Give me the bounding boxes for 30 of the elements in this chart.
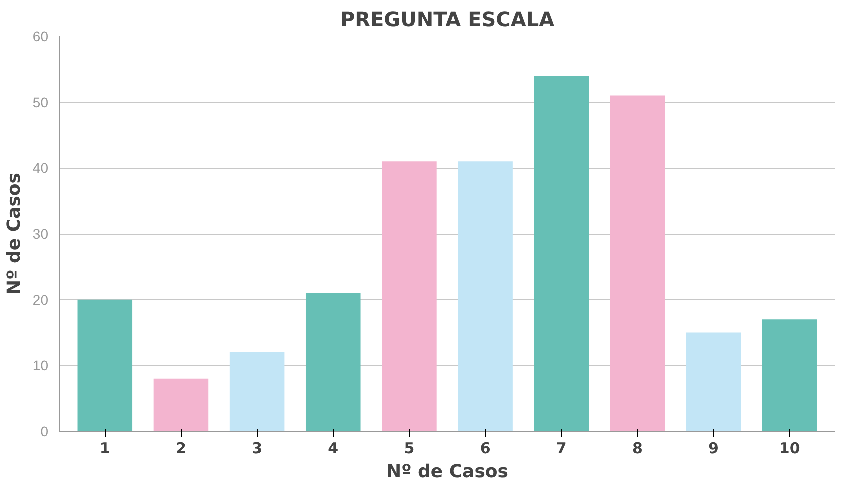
bar xyxy=(458,162,513,432)
bar xyxy=(306,293,361,432)
x-tick-label: 4 xyxy=(328,440,339,458)
y-tick-label: 30 xyxy=(32,226,49,242)
y-tick-label: 10 xyxy=(32,358,49,374)
y-tick-label: 50 xyxy=(32,94,49,110)
y-tick-label: 40 xyxy=(32,160,49,176)
x-tick-label: 5 xyxy=(404,440,415,458)
bar xyxy=(78,300,133,432)
bar xyxy=(762,320,818,432)
x-axis-title: Nº de Casos xyxy=(386,462,509,482)
x-tick-label: 2 xyxy=(176,440,186,458)
x-tick-label: 3 xyxy=(252,440,263,458)
bar xyxy=(610,96,666,432)
x-tick-label: 9 xyxy=(708,440,719,458)
bar xyxy=(154,378,209,432)
bar xyxy=(230,352,285,432)
x-tick-label: 7 xyxy=(556,440,567,458)
bar xyxy=(534,76,590,432)
x-tick-label: 6 xyxy=(480,440,491,458)
x-tick-label: 8 xyxy=(632,440,643,458)
y-axis-title: Nº de Casos xyxy=(4,172,25,295)
y-tick-label: 20 xyxy=(32,292,49,308)
y-tick-label: 0 xyxy=(40,424,49,440)
chart-title: PREGUNTA ESCALA xyxy=(340,8,556,32)
y-tick-label: 60 xyxy=(32,28,49,44)
bar xyxy=(382,162,437,432)
bar xyxy=(686,332,742,432)
x-tick-label: 10 xyxy=(779,440,800,458)
x-tick-label: 1 xyxy=(100,440,110,458)
